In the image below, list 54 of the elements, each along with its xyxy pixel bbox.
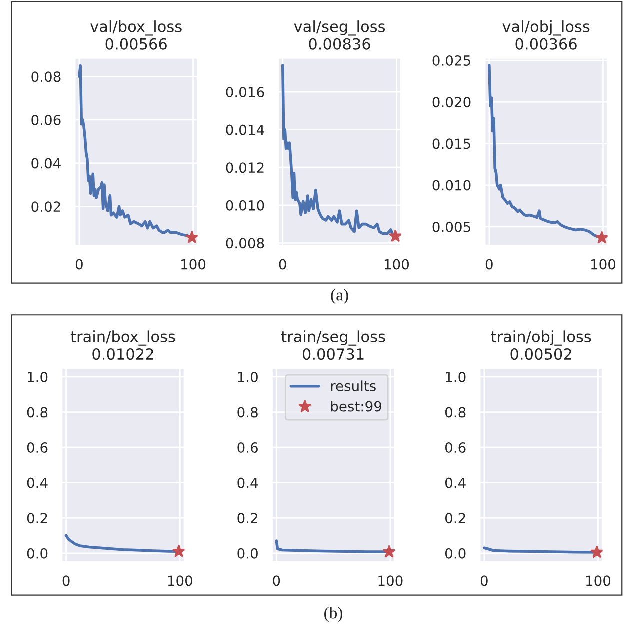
y-tick-label: 0.025 [432,55,470,66]
y-tick-label: 0.4 [27,478,48,488]
y-tick-label: 1.0 [446,372,466,382]
y-tick-label: 0.0 [238,548,258,559]
chart-title: train/box_loss 0.01022 [70,330,176,360]
chart-title: val/box_loss 0.00566 [90,20,182,50]
y-tick-label: 0.0 [445,548,466,559]
chart-title: train/seg_loss 0.00731 [281,330,386,360]
y-tick-label: 0.2 [238,513,258,524]
y-tick-label: 0.008 [226,238,264,249]
text: (b) [324,607,343,622]
y-tick-label: 0.014 [226,124,264,136]
y-tick-label: 0.020 [432,97,471,108]
chart-title: train/obj_loss 0.00502 [491,330,592,360]
x-tick-label: 100 [182,259,206,270]
y-tick-label: 0.08 [32,72,61,82]
y-tick-label: 0.4 [238,478,258,488]
y-tick-label: 0.4 [445,478,466,488]
x-tick-label: 100 [586,576,611,586]
text: (a) [331,289,348,304]
y-tick-label: 0.010 [226,200,264,211]
legend-label: results [331,380,376,392]
x-tick-label: 100 [591,259,616,270]
x-tick-label: 0 [76,259,83,270]
x-tick-label: 100 [378,576,403,586]
y-tick-label: 0.8 [238,407,258,418]
y-tick-label: 0.2 [27,513,48,524]
y-tick-label: 1.0 [28,372,48,382]
legend-label: best:99 [331,401,382,412]
y-tick-label: 1.0 [238,372,258,382]
y-tick-label: 0.2 [445,513,466,524]
y-tick-label: 0.0 [27,548,48,559]
x-tick-label: 0 [279,259,286,270]
x-tick-label: 100 [168,576,192,586]
chart-title: val/obj_loss 0.00366 [502,20,590,50]
y-tick-label: 0.04 [32,158,61,169]
y-tick-label: 0.012 [226,162,264,174]
x-tick-label: 100 [384,259,410,270]
y-tick-label: 0.016 [226,87,264,98]
x-tick-label: 0 [273,576,280,586]
x-tick-label: 0 [480,576,488,586]
y-tick-label: 0.005 [432,222,470,232]
x-tick-label: 0 [486,259,493,270]
y-tick-label: 0.02 [32,202,60,212]
x-tick-label: 0 [62,576,70,586]
y-tick-label: 0.015 [432,138,470,150]
y-tick-label: 0.8 [27,407,48,418]
y-tick-label: 0.6 [445,442,466,454]
y-tick-label: 0.6 [27,442,48,454]
chart-title: val/seg_loss 0.00836 [294,20,386,50]
y-tick-label: 0.010 [432,180,471,191]
y-tick-label: 0.6 [238,442,258,454]
y-tick-label: 0.06 [32,114,61,126]
y-tick-label: 0.8 [445,407,466,418]
